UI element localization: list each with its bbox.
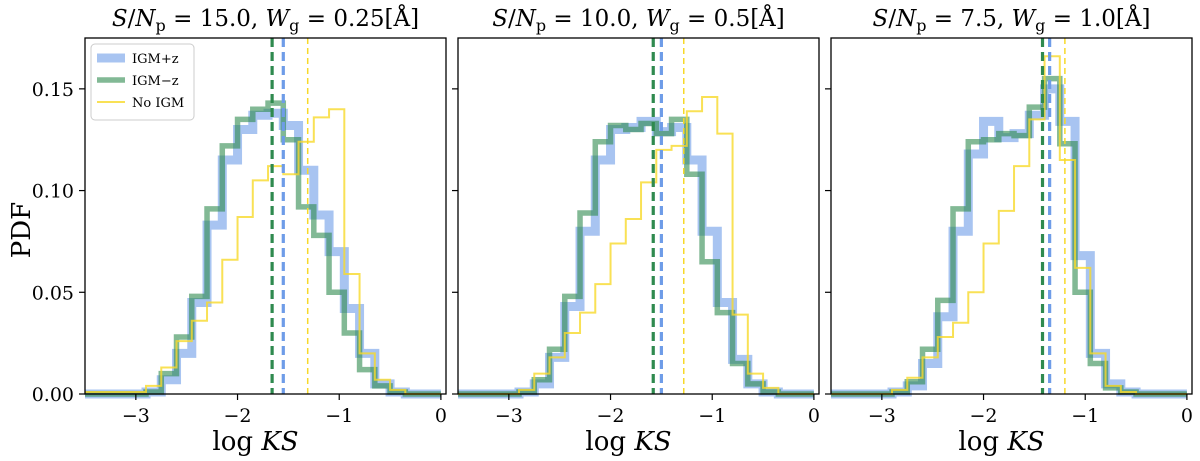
y-tick-label: 0.05 — [32, 282, 74, 304]
plot-frame — [84, 37, 447, 395]
y-tick-label: 0.00 — [32, 384, 74, 406]
x-tick-label: −1 — [1071, 405, 1099, 427]
panel-title: S/Np = 7.5, Wg = 1.0[Å] — [873, 4, 1151, 35]
x-tick-label: −2 — [597, 405, 625, 427]
panel-title: S/Np = 10.0, Wg = 0.5[Å] — [492, 4, 785, 35]
legend-label: IGM−z — [132, 74, 179, 89]
histogram-igm-z — [85, 108, 441, 399]
plot-frame — [457, 37, 820, 395]
histogram-igm-z — [85, 100, 441, 397]
x-tick-label: 0 — [808, 405, 820, 427]
histogram-igm-z — [458, 116, 814, 399]
panel-title: S/Np = 15.0, Wg = 0.25[Å] — [112, 4, 419, 35]
x-axis-title: log KS — [958, 427, 1044, 457]
histogram-no-igm — [85, 108, 441, 395]
panel-3: S/Np = 7.5, Wg = 1.0[Å] −3 −2 −1 0 log KS — [825, 4, 1193, 457]
x-tick-label: 0 — [1181, 405, 1193, 427]
panel-2: S/Np = 10.0, Wg = 0.5[Å] −3 −2 −1 0 log KS — [452, 4, 820, 457]
legend: IGM+z IGM−z No IGM — [90, 43, 195, 121]
x-tick-label: −3 — [495, 405, 523, 427]
panel-1: S/Np = 15.0, Wg = 0.25[Å] −3 −2 −1 0 0.00 0.05… — [32, 4, 447, 457]
y-tick-label: 0.10 — [32, 181, 74, 203]
legend-label: IGM+z — [132, 52, 179, 67]
y-tick-label: 0.15 — [32, 79, 74, 101]
x-axis-title: log KS — [585, 427, 671, 457]
histogram-igm-z — [458, 116, 814, 397]
x-tick-label: −2 — [970, 405, 998, 427]
histogram-igm-z — [831, 75, 1187, 397]
x-tick-label: −2 — [224, 405, 252, 427]
x-tick-label: 0 — [435, 405, 447, 427]
x-axis-title: log KS — [212, 427, 298, 457]
panels: S/Np = 15.0, Wg = 0.25[Å] −3 −2 −1 0 0.00 0.05… — [32, 4, 1193, 457]
x-tick-label: −3 — [122, 405, 150, 427]
x-tick-label: −1 — [325, 405, 353, 427]
x-tick-label: −1 — [698, 405, 726, 427]
histogram-no-igm — [458, 95, 814, 395]
y-axis-title: PDF — [7, 202, 37, 258]
plot-frame — [830, 37, 1193, 395]
legend-label: No IGM — [132, 96, 184, 111]
x-tick-label: −3 — [868, 405, 896, 427]
histogram-no-igm — [831, 55, 1187, 395]
